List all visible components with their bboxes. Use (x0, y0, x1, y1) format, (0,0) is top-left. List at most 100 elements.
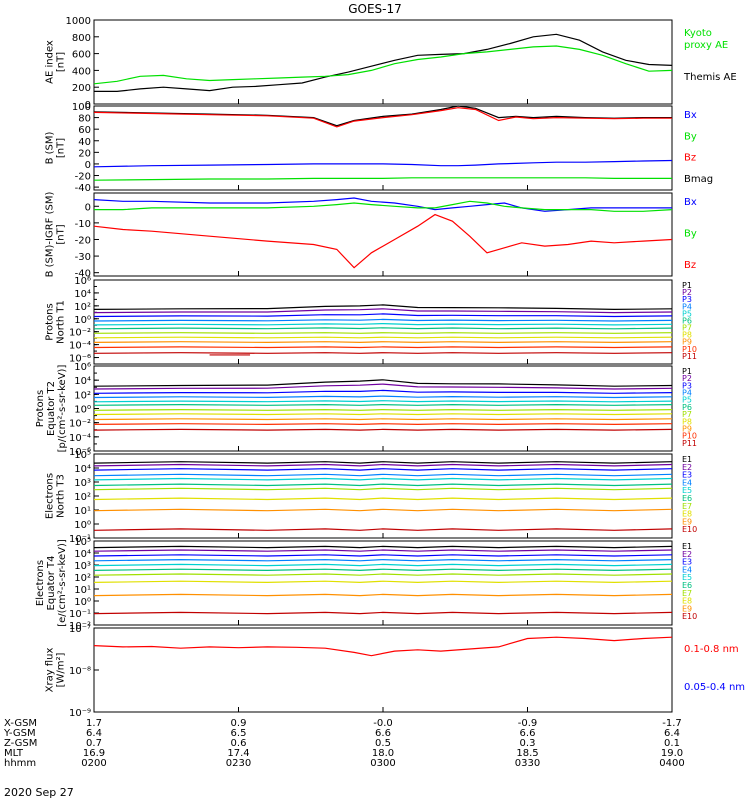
channel-label: E9 (682, 517, 692, 526)
channel-line (93, 383, 673, 390)
y-tick-label: 600 (72, 50, 91, 61)
channel-label: P9 (682, 424, 692, 433)
channel-line (93, 379, 673, 387)
y-tick-label: 10⁵ (74, 450, 91, 461)
channel-line (93, 318, 673, 322)
y-tick-label: 10⁶ (74, 362, 91, 373)
footer-row-label: Y-GSM (3, 728, 36, 739)
series-line (93, 177, 672, 181)
legend-entry: 0.1-0.8 nm (684, 644, 739, 655)
channel-line (93, 611, 673, 615)
panel-bigrf: B (SM)-IGRF (SM) [nT] 0 -10 -20 -30 -40 Bx By Bz (45, 192, 697, 280)
panel-ee: Electrons Equator T4 [e/(cm²-s-sr-keV)] 10⁵… (35, 537, 697, 632)
channel-line (93, 428, 673, 431)
footer-value: 0400 (659, 758, 684, 769)
y-tick-label: 10⁻¹ (69, 534, 91, 545)
series-line (93, 105, 672, 127)
channel-line (93, 528, 673, 531)
footer-value: -0.0 (373, 718, 393, 729)
y-tick-label: 10⁻⁶ (69, 447, 91, 458)
series-line (93, 107, 672, 128)
y-tick-label: 10¹ (74, 506, 91, 517)
footer-value: 17.4 (227, 748, 249, 759)
channel-label: E4 (682, 565, 692, 574)
y-tick-label: 10² (74, 390, 91, 401)
legend-entry: Kyoto (684, 28, 712, 39)
legend-entry: Bz (684, 260, 696, 271)
channel-line (93, 487, 673, 491)
panel-frame (93, 19, 673, 105)
channel-label: P1 (682, 281, 692, 290)
channel-line (93, 308, 673, 314)
channel-line (93, 545, 673, 549)
footer-row-label: MLT (4, 748, 24, 759)
legend-entry: Bx (684, 197, 697, 208)
footer-value: 6.4 (664, 728, 680, 739)
channel-line (93, 341, 673, 344)
legend-entry: Bx (684, 110, 697, 121)
channel-label: E10 (682, 525, 697, 534)
footer-value: 0.1 (664, 738, 680, 749)
footer-value: 6.4 (86, 728, 102, 739)
channel-line (93, 413, 673, 416)
channel-label: E3 (682, 558, 692, 567)
channel-label: E9 (682, 604, 692, 613)
y-tick-label: 10⁶ (74, 276, 91, 287)
panel-xray: Xray flux [W/m²] 10⁻⁷ 10⁻⁸ 10⁻⁹ 0.1-0.8 nm 0.0… (45, 624, 746, 719)
footer-table: X-GSMY-GSMZ-GSMMLThhmm1.76.40.716.902000… (3, 718, 685, 769)
channel-line (93, 580, 673, 584)
y-axis-label: [e/(cm²-s-sr-keV)] (57, 539, 68, 627)
channel-label: P3 (682, 295, 692, 304)
date-label: 2020 Sep 27 (4, 786, 74, 799)
y-tick-label: -20 (75, 172, 91, 183)
y-axis-label: North T3 (56, 474, 67, 518)
y-tick-label: 40 (78, 137, 91, 148)
y-tick-label: 10⁻⁶ (69, 354, 91, 365)
channel-line (93, 468, 673, 471)
y-tick-label: -10 (75, 219, 91, 230)
channel-label: E2 (682, 463, 692, 472)
channel-line (93, 346, 673, 349)
y-tick-label: 10⁻¹ (69, 609, 91, 620)
footer-value: 0200 (81, 758, 106, 769)
y-tick-label: 10⁻⁴ (69, 433, 91, 444)
channel-line (93, 418, 673, 421)
channel-label: E3 (682, 471, 692, 480)
legend-entry: Bz (684, 153, 696, 164)
y-axis-label: [p/(cm²-s-sr-keV)] (57, 365, 68, 453)
y-axis-label: Protons (45, 303, 56, 340)
legend-entry: Themis AE (683, 72, 737, 83)
channel-line (93, 461, 673, 464)
y-tick-label: 10⁴ (74, 376, 91, 387)
channel-line (93, 563, 673, 567)
y-tick-label: 100 (72, 102, 91, 113)
channel-label: P3 (682, 381, 692, 390)
channel-line (93, 408, 673, 411)
panel-pn: Protons North T1 10⁶ 10⁴ 10² 10⁰ 10⁻² 10⁻⁴ 10⁻⁶ P… (45, 276, 698, 365)
footer-value: 18.0 (372, 748, 394, 759)
y-axis-label: Equator T4 (46, 556, 57, 611)
y-tick-label: 10² (74, 302, 91, 313)
footer-value: 16.9 (83, 748, 105, 759)
footer-value: 0300 (370, 758, 395, 769)
y-tick-label: -40 (75, 183, 91, 194)
legend-entry: By (684, 131, 697, 142)
channel-line (93, 549, 673, 552)
y-tick-label: 800 (72, 33, 91, 44)
y-tick-label: 200 (72, 83, 91, 94)
y-tick-label: 10³ (74, 478, 91, 489)
channel-line (93, 322, 673, 326)
y-tick-label: 10⁻⁸ (69, 666, 91, 677)
y-tick-label: 10⁴ (74, 549, 91, 560)
channel-label: E6 (682, 581, 692, 590)
channel-line (93, 389, 673, 394)
y-tick-label: 10⁻⁷ (69, 624, 91, 635)
channel-line (93, 403, 673, 406)
y-tick-label: 10⁻⁹ (69, 708, 91, 719)
y-tick-label: 10² (74, 573, 91, 584)
footer-value: 6.6 (375, 728, 391, 739)
y-axis-label: [nT] (56, 52, 67, 72)
footer-row-label: hhmm (4, 758, 36, 769)
footer-value: 6.6 (520, 728, 536, 739)
channel-label: P1 (682, 367, 692, 376)
